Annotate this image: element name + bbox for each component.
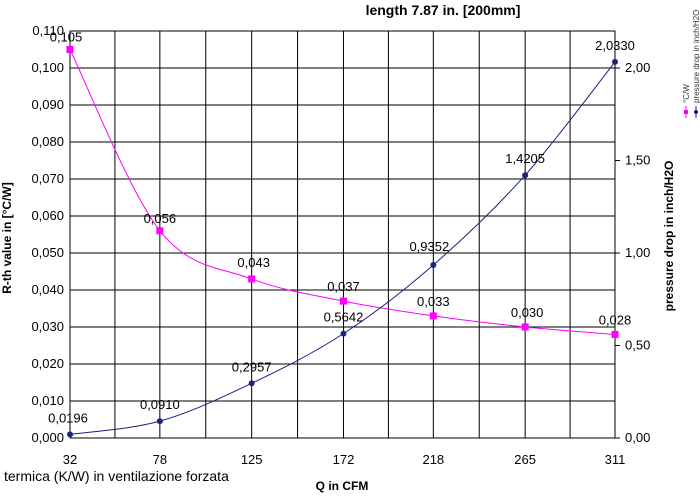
data-point-square bbox=[66, 46, 74, 53]
y-tick-label: 0,050 bbox=[31, 245, 64, 260]
x-tick-label: 311 bbox=[605, 452, 626, 467]
legend-group: °C/W pressure drop in inch/H2O bbox=[682, 10, 700, 118]
x-tick-label: 125 bbox=[241, 452, 263, 467]
data-point-square bbox=[248, 275, 256, 283]
data-label: 0,0196 bbox=[48, 410, 88, 425]
caption: termica (K/W) in ventilazione forzata bbox=[4, 468, 229, 484]
x-tick-label: 172 bbox=[333, 452, 355, 467]
data-label: 0,033 bbox=[417, 294, 450, 309]
data-point-diamond bbox=[340, 330, 347, 337]
data-point-diamond bbox=[522, 172, 529, 179]
data-label: 0,056 bbox=[144, 211, 177, 226]
y-tick-label: 0,100 bbox=[31, 60, 64, 75]
data-point-square bbox=[611, 330, 619, 338]
series-line-1 bbox=[69, 61, 616, 435]
y2-axis-title: pressure drop in inch/H2O bbox=[662, 161, 676, 312]
data-label: 0,5642 bbox=[324, 310, 364, 325]
y2-tick-label: 0,50 bbox=[625, 338, 650, 353]
x-tick-label: 265 bbox=[514, 452, 536, 467]
plot-frame bbox=[69, 30, 616, 439]
y2-tick-label: 0,00 bbox=[625, 430, 650, 445]
data-label: 0,028 bbox=[599, 312, 632, 327]
data-point-square bbox=[339, 297, 347, 305]
data-label: 0,037 bbox=[327, 279, 360, 294]
x-axis-title: Q in CFM bbox=[316, 479, 369, 493]
axes: 0,000 0,010 0,020 0,030 0,040 0,050 0,060 0,070… bbox=[31, 23, 650, 467]
y-tick-label: 0,070 bbox=[31, 171, 64, 186]
chart-title: length 7.87 in. [200mm] bbox=[366, 2, 521, 18]
y-tick-label: 0,030 bbox=[31, 319, 64, 334]
data-label: 0,030 bbox=[511, 305, 544, 320]
y-tick-label: 0,090 bbox=[31, 97, 64, 112]
data-point-diamond bbox=[156, 418, 163, 425]
data-point-diamond bbox=[67, 431, 73, 438]
y2-tick-label: 1,50 bbox=[625, 153, 650, 168]
y-tick-label: 0,000 bbox=[31, 430, 64, 445]
data-label: 2,0330 bbox=[595, 38, 635, 53]
x-tick-label: 32 bbox=[63, 452, 77, 467]
legend-label: pressure drop in inch/H2O bbox=[692, 10, 700, 103]
legend-marker-diamond bbox=[694, 110, 698, 114]
data-point-square bbox=[156, 227, 164, 235]
legend: °C/W pressure drop in inch/H2O bbox=[682, 10, 700, 118]
y2-tick-label: 2,00 bbox=[625, 60, 650, 75]
series-layer bbox=[66, 46, 619, 438]
data-point-square bbox=[521, 323, 529, 331]
y-tick-label: 0,080 bbox=[31, 134, 64, 149]
data-label: 0,0910 bbox=[140, 397, 180, 412]
y-tick-label: 0,040 bbox=[31, 282, 64, 297]
data-point-square bbox=[429, 312, 437, 320]
data-label: 0,2957 bbox=[232, 359, 272, 374]
data-labels: 0,105 0,056 0,043 0,037 0,033 0,030 0,028 0,019… bbox=[48, 30, 635, 426]
legend-label: °C/W bbox=[682, 84, 691, 103]
y-tick-label: 0,020 bbox=[31, 356, 64, 371]
y-tick-label: 0,060 bbox=[31, 208, 64, 223]
data-point-diamond bbox=[248, 380, 255, 387]
legend-marker-square bbox=[684, 110, 688, 114]
y-axis-title: R-th value in [°C/W] bbox=[0, 182, 14, 293]
data-label: 0,9352 bbox=[409, 239, 449, 254]
y-tick-label: 0,010 bbox=[31, 393, 64, 408]
data-label: 1,4205 bbox=[505, 151, 545, 166]
data-point-diamond bbox=[430, 261, 437, 268]
x-tick-label: 78 bbox=[153, 452, 167, 467]
data-label: 0,043 bbox=[237, 255, 270, 270]
y-tick-label: 0,110 bbox=[32, 23, 64, 38]
y2-tick-label: 1,00 bbox=[625, 245, 650, 260]
x-tick-label: 218 bbox=[422, 452, 444, 467]
data-label: 0,105 bbox=[50, 30, 83, 45]
gridlines bbox=[69, 30, 616, 439]
data-point-diamond bbox=[612, 58, 618, 65]
